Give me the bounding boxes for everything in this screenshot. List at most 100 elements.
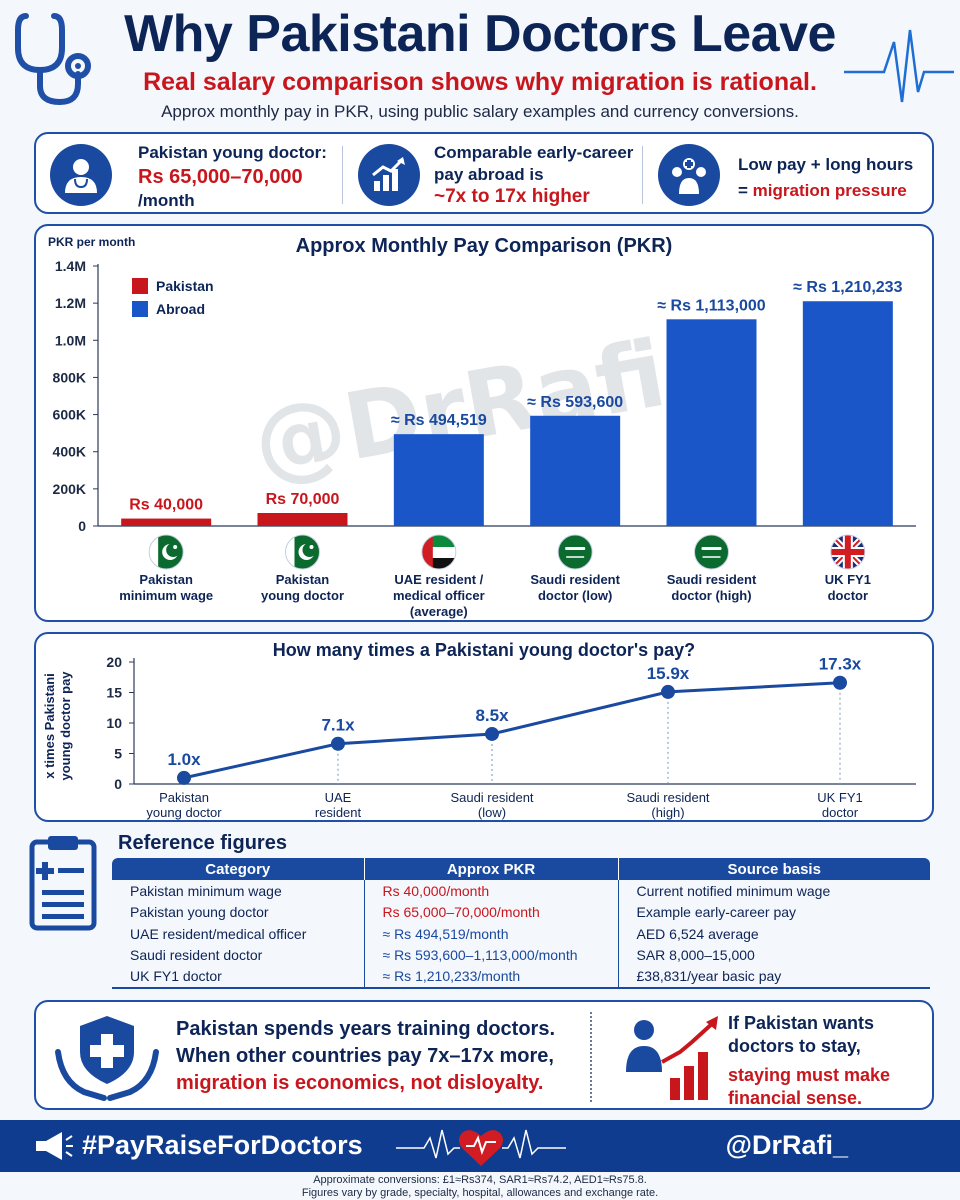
medical-team-icon <box>658 144 720 206</box>
message-line: If Pakistan wants <box>728 1013 875 1033</box>
table-row: Pakistan young doctor Rs 65,000–70,000/m… <box>112 901 930 923</box>
x-tick-label: Saudi resident <box>450 790 533 805</box>
doctor-icon <box>50 144 112 206</box>
summary-label: Pakistan young doctor: <box>138 143 327 162</box>
y-tick-label: 1.2M <box>55 295 86 311</box>
x-tick-label: doctor <box>828 588 868 603</box>
message-line: When other countries pay 7x–17x more, <box>176 1045 554 1067</box>
y-tick-label: 0 <box>114 776 122 792</box>
y-tick-label: 600K <box>53 407 86 423</box>
x-tick-label: UK FY1 <box>817 790 863 805</box>
cell-category: Pakistan minimum wage <box>130 882 282 899</box>
divider <box>342 146 343 204</box>
summary-value: Rs 65,000–70,000 <box>138 166 303 188</box>
legend-swatch <box>132 278 148 294</box>
bar <box>666 319 757 526</box>
data-point <box>661 684 675 699</box>
message-line-highlight: migration is economics, not disloyalty. <box>176 1072 544 1094</box>
cell-source: AED 6,524 average <box>617 923 930 945</box>
cell-source: SAR 8,000–15,000 <box>617 944 930 966</box>
x-tick-label: (high) <box>651 805 684 820</box>
x-tick-label: young doctor <box>261 588 344 603</box>
line-chart-panel: How many times a Pakistani young doctor'… <box>34 632 934 822</box>
cell-pkr: ≈ Rs 593,600–1,113,000/month <box>363 944 618 966</box>
x-tick-label: UK FY1 <box>825 572 871 587</box>
footer-bar: #PayRaiseForDoctors @DrRafi_ <box>0 1120 960 1172</box>
message-panel: Pakistan spends years training doctors. … <box>34 1000 934 1110</box>
footnote-variation: Figures vary by grade, specialty, hospit… <box>301 1187 659 1199</box>
x-tick-label: doctor (low) <box>538 588 612 603</box>
data-point <box>177 770 191 785</box>
data-label: ≈ Rs 1,210,233 <box>793 279 902 296</box>
x-tick-label: Pakistan <box>276 572 330 587</box>
reference-title: Reference figures <box>118 832 287 854</box>
data-label: 15.9x <box>647 664 690 683</box>
summary-label: Low pay + long hours <box>738 155 914 174</box>
cell-pkr: Rs 40,000/month <box>363 880 618 902</box>
data-label: 1.0x <box>167 750 201 769</box>
summary-item-abroad: Comparable early-career pay abroad is ~7… <box>358 142 658 208</box>
page-title: Why Pakistani Doctors Leave <box>124 5 836 63</box>
y-axis-label: young doctor pay <box>58 671 73 781</box>
megaphone-icon <box>36 1132 73 1160</box>
y-tick-label: 1.0M <box>55 332 86 348</box>
data-label: ≈ Rs 494,519 <box>391 412 487 429</box>
divider <box>642 146 643 204</box>
twitter-handle[interactable]: @DrRafi_ <box>725 1130 848 1160</box>
message-right: If Pakistan wants doctors to stay, stayi… <box>728 1012 928 1110</box>
summary-label: Comparable early-career <box>434 143 634 162</box>
summary-item-pressure: Low pay + long hours = migration pressur… <box>658 142 928 208</box>
x-tick-label: Saudi resident <box>530 572 620 587</box>
bar <box>530 415 621 526</box>
data-label: ≈ Rs 1,113,000 <box>657 297 766 314</box>
legend-swatch <box>132 301 148 317</box>
data-label: 7.1x <box>321 716 355 735</box>
hashtag[interactable]: #PayRaiseForDoctors <box>82 1130 363 1160</box>
header: Why Pakistani Doctors Leave Real salary … <box>0 0 960 130</box>
uae-flag <box>421 535 456 569</box>
cell-source: Current notified minimum wage <box>617 880 930 902</box>
footnote-conversions: Approximate conversions: £1≈Rs374, SAR1≈… <box>313 1174 647 1186</box>
shield-hands-icon <box>55 1016 159 1101</box>
pakistan-flag <box>285 535 320 569</box>
divider <box>590 1012 592 1102</box>
y-tick-label: 1.4M <box>55 258 86 274</box>
y-axis-label: x times Pakistani <box>42 673 57 779</box>
y-tick-label: 0 <box>78 518 86 534</box>
table-row: UK FY1 doctor ≈ Rs 1,210,233/month £38,8… <box>112 966 930 989</box>
cell-pkr: ≈ Rs 1,210,233/month <box>363 966 618 989</box>
bar <box>121 518 212 526</box>
reference-table: Category Approx PKR Source basis Pakista… <box>112 858 930 989</box>
chart-title: Approx Monthly Pay Comparison (PKR) <box>296 235 673 257</box>
page-note: Approx monthly pay in PKR, using public … <box>161 102 799 121</box>
data-point <box>331 736 345 751</box>
data-label: Rs 40,000 <box>129 497 203 514</box>
saudi-flag <box>694 535 729 569</box>
x-tick-label: UAE resident / <box>394 572 483 587</box>
cell-category: Pakistan young doctor <box>130 904 269 921</box>
cell-category: Saudi resident doctor <box>130 947 263 964</box>
message-line-highlight: staying must make <box>728 1065 891 1085</box>
series-line <box>183 681 841 780</box>
cell-pkr: Rs 65,000–70,000/month <box>363 901 618 923</box>
cell-category: UK FY1 doctor <box>112 966 364 989</box>
x-tick-label: Saudi resident <box>626 790 709 805</box>
x-tick-label: minimum wage <box>119 588 213 603</box>
saudi-flag <box>558 535 593 569</box>
data-point <box>485 726 499 741</box>
y-tick-label: 5 <box>114 746 122 762</box>
line-chart: How many times a Pakistani young doctor'… <box>42 640 916 820</box>
y-axis-label: PKR per month <box>48 235 135 249</box>
summary-label-2: pay abroad is <box>434 165 544 184</box>
stethoscope-icon <box>15 13 91 106</box>
bar-chart: Approx Monthly Pay Comparison (PKR) PKR p… <box>48 235 916 619</box>
message-left: Pakistan spends years training doctors. … <box>176 1016 576 1097</box>
message-line: Pakistan spends years training doctors. <box>176 1018 556 1040</box>
data-point <box>833 675 847 690</box>
x-tick-label: doctor <box>822 805 859 820</box>
growth-chart-icon <box>358 144 420 206</box>
y-tick-label: 20 <box>106 654 122 670</box>
data-label: Rs 70,000 <box>266 491 340 508</box>
x-tick-label: resident <box>315 805 362 820</box>
summary-unit: /month <box>138 191 195 210</box>
